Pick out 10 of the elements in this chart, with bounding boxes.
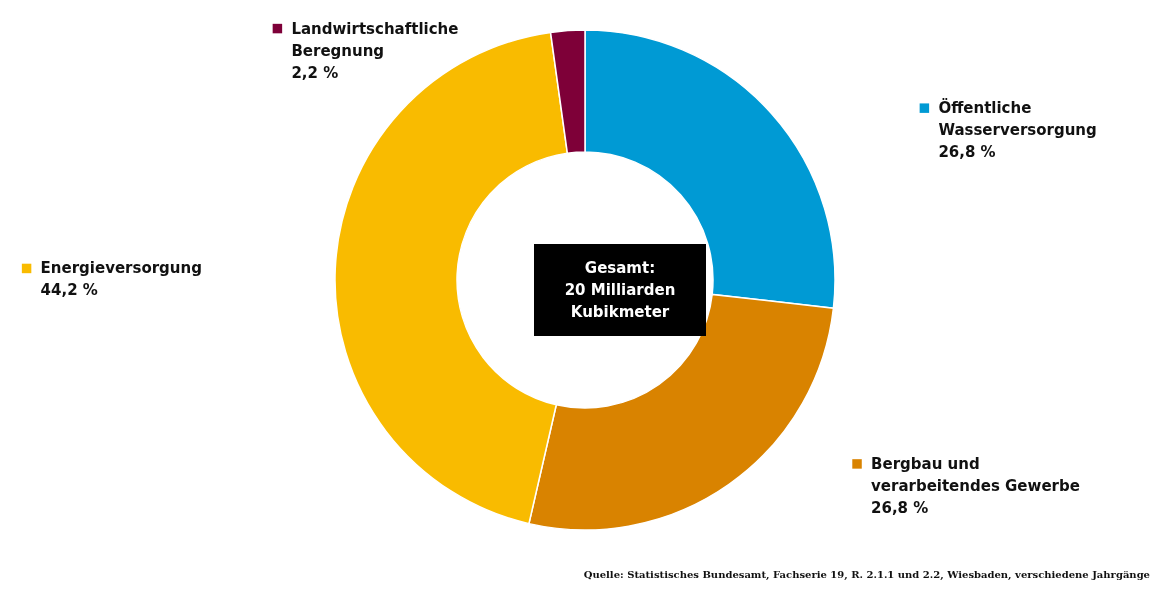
legend-label: Öffentliche Wasserversorgung bbox=[938, 98, 1097, 140]
data-label: 44,2 % bbox=[40, 281, 98, 300]
legend-label: Landwirtschaftliche Beregnung bbox=[291, 19, 459, 60]
legend-label: Bergbau und verarbeitendes Gewerbe bbox=[871, 454, 1080, 495]
text: Gesamt: 20 Milliarden Kubikmeter bbox=[564, 259, 676, 321]
data-label: 26,8 % bbox=[871, 498, 929, 517]
legend-label: Energieversorgung bbox=[40, 259, 202, 278]
data-label: 26,8 % bbox=[938, 143, 996, 162]
data-label: 2,2 % bbox=[291, 63, 339, 82]
source-note: Quelle: Statistisches Bundesamt, Fachserie 19, R. 2.1.1 und 2.2, Wiesbaden, verschiedene Jahrgänge bbox=[583, 569, 1150, 581]
